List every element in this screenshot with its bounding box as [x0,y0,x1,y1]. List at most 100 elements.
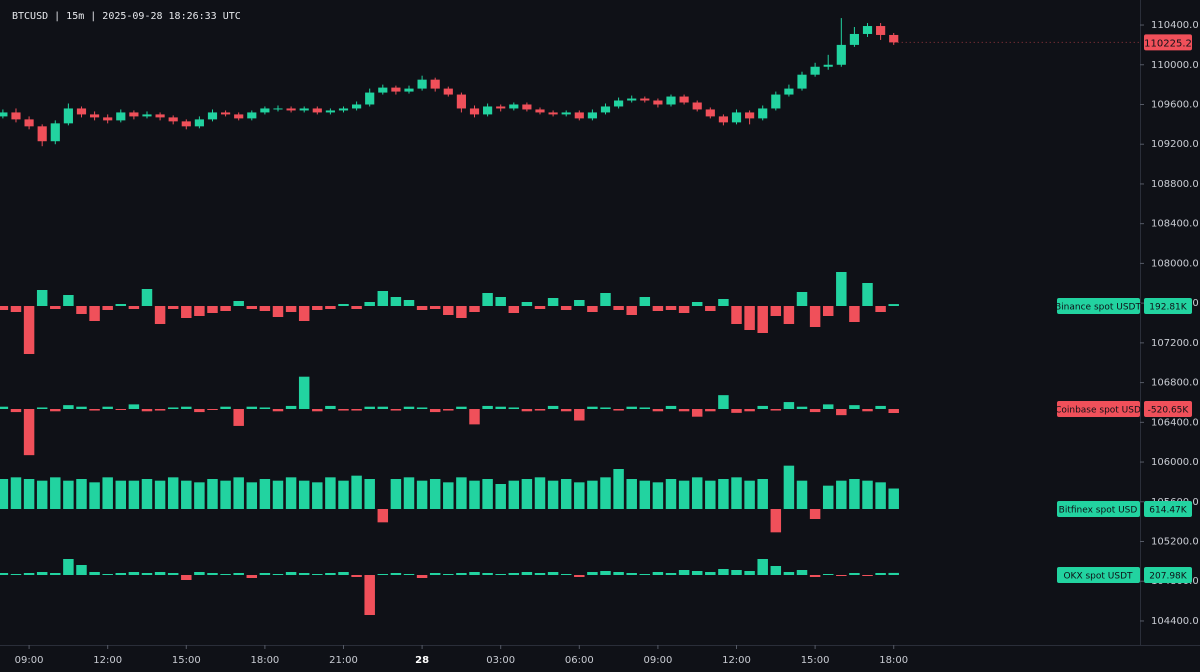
candle-body [456,94,466,109]
volume-bar [770,509,782,533]
volume-bar [665,306,677,310]
candle-body [37,126,47,142]
volume-bar [390,297,402,306]
y-tick-label: 108000.0 [1151,258,1199,269]
volume-bar [443,409,454,411]
volume-bar [560,479,572,509]
volume-bar [0,479,9,509]
candle-body [692,102,702,110]
volume-bar [691,409,703,417]
volume-bar [50,573,61,575]
volume-bar [207,306,218,313]
volume-bar [102,406,113,409]
volume-bar [652,572,664,575]
volume-bar [678,570,690,575]
volume-bar [102,477,113,509]
x-tick-label: 18:00 [250,655,279,666]
volume-bar [482,479,493,509]
volume-bar [639,297,651,306]
volume-bar [534,477,546,509]
candle-body [705,109,715,117]
candle-body [574,112,584,119]
volume-bar [678,480,690,509]
candle-body [103,117,113,121]
volume-bar [534,306,546,309]
volume-bar [757,479,768,509]
volume-bar [338,480,349,509]
volume-bar [76,479,87,509]
volume-bar [50,477,61,509]
volume-bar [285,405,297,409]
volume-bar [822,485,834,509]
candle-body [391,87,401,92]
pane-label-box [1057,567,1140,583]
volume-bar [390,409,402,411]
candle-body [234,114,244,119]
volume-bar [691,302,703,306]
y-tick-label: 108800.0 [1151,179,1199,190]
volume-bar [76,306,87,314]
volume-bar [443,306,454,315]
volume-bar [36,290,48,306]
volume-bar [862,409,873,412]
volume-bar [783,572,795,575]
volume-bar [613,572,624,575]
volume-bar [718,479,729,509]
volume-bar [220,480,231,509]
volume-bar [849,405,860,409]
volume-bar [76,565,87,575]
volume-bar [783,402,795,409]
volume-bar [757,306,768,333]
volume-bar [10,574,22,575]
y-tick-label: 106800.0 [1151,378,1199,389]
pane-label: Binance spot USDT [1055,303,1141,313]
volume-bar [652,482,664,509]
volume-bar [809,509,821,519]
candle-body [247,112,257,119]
volume-bar [23,573,35,575]
candle-body [797,74,807,89]
volume-bar [272,306,284,317]
volume-bar [443,574,454,575]
volume-bar [312,482,323,509]
volume-bar [809,306,821,327]
volume-bar [325,477,336,509]
candle-body [823,64,833,67]
volume-bar [298,376,310,409]
volume-bar [731,409,742,413]
volume-bar [0,573,9,575]
candle-body [260,108,270,113]
volume-bar [233,477,244,509]
candle-body [50,123,60,142]
x-tick-label: 15:00 [172,655,201,666]
volume-bar [639,407,651,409]
candle-body [207,112,218,120]
volume-bar [574,575,585,577]
volume-bar [521,572,533,575]
volume-bar [508,480,520,509]
volume-bar [338,572,349,575]
volume-bar [285,306,297,312]
candle-body [535,109,545,113]
volume-bar [456,573,467,575]
volume-bar [705,480,716,509]
volume-bar [822,574,834,575]
volume-bar [705,572,716,575]
volume-bar [220,574,231,575]
volume-bar [338,304,349,306]
volume-bar [482,573,493,575]
y-tick-label: 109200.0 [1151,139,1199,150]
candle-body [142,114,152,117]
candle-body [561,112,571,115]
volume-bar [495,406,506,409]
volume-bar [207,409,218,410]
volume-bar [23,409,35,456]
volume-bar [272,409,284,412]
volume-bar [429,573,441,575]
volume-bar [469,409,480,425]
volume-bar [167,477,179,509]
volume-bar [63,559,74,575]
volume-bar [574,409,585,421]
y-tick-label: 108400.0 [1151,219,1199,230]
volume-bar [416,480,428,509]
